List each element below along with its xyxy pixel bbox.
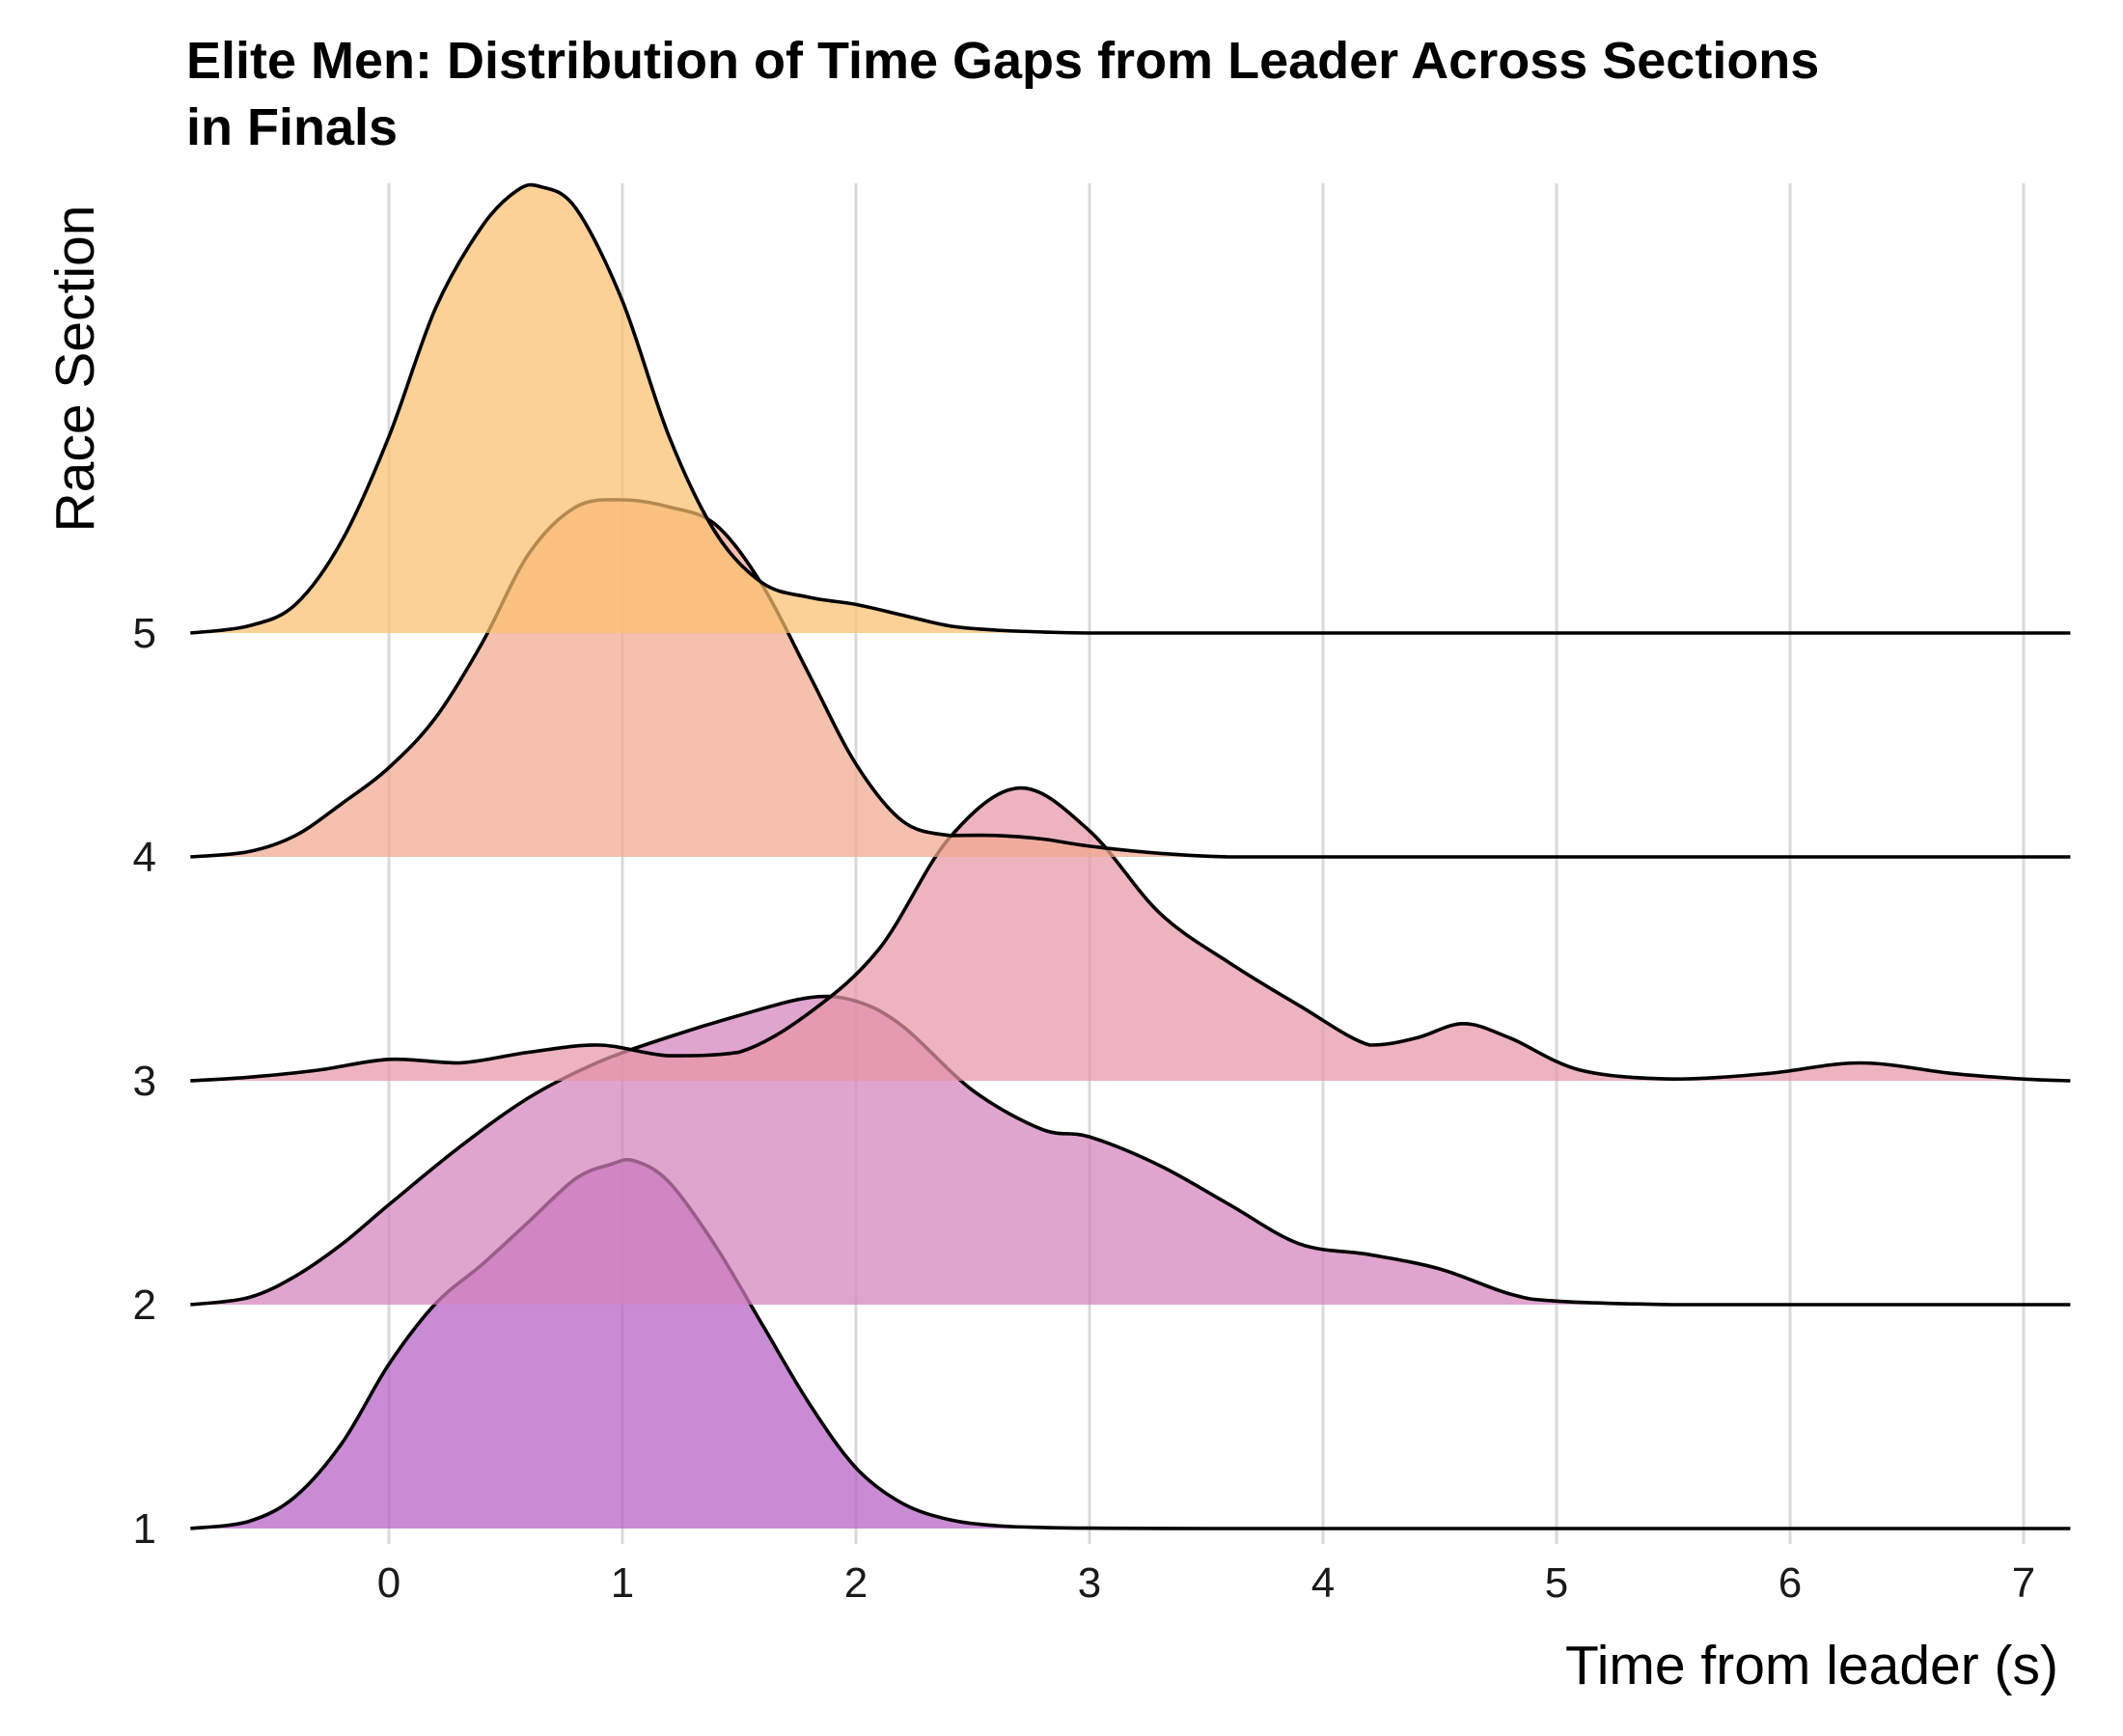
ridge-section-3	[190, 785, 2071, 1083]
y-tick-label: 2	[133, 1281, 156, 1329]
ridge-section-5	[190, 182, 2071, 635]
x-axis-tick-labels: 0 1 2 3 4 5 6 7	[377, 1559, 2035, 1607]
chart-title-line-1: Elite Men: Distribution of Time Gaps fro…	[186, 32, 1819, 90]
y-axis-tick-labels: 1 2 3 4 5	[133, 610, 156, 1553]
x-tick-label: 4	[1311, 1559, 1335, 1607]
ridge-fill-section-3	[190, 787, 2071, 1081]
ridge-series	[190, 182, 2071, 1530]
x-tick-label: 7	[2012, 1559, 2035, 1607]
y-axis-title: Race Section	[44, 205, 106, 532]
x-tick-label: 2	[844, 1559, 868, 1607]
x-tick-label: 0	[377, 1559, 400, 1607]
ridge-fill-section-5	[190, 184, 2071, 633]
y-tick-label: 5	[133, 610, 156, 657]
x-tick-label: 5	[1545, 1559, 1568, 1607]
x-tick-label: 1	[611, 1559, 634, 1607]
x-tick-label: 3	[1078, 1559, 1101, 1607]
chart-title-line-2: in Finals	[186, 98, 398, 156]
ridge-outline-section-4	[190, 498, 2071, 859]
ridge-outline-section-2	[190, 994, 2071, 1307]
y-tick-label: 1	[133, 1505, 156, 1553]
ridge-outline-section-3	[190, 785, 2071, 1083]
ridge-outline-section-1	[190, 1157, 2071, 1530]
x-axis-title: Time from leader (s)	[1565, 1635, 2058, 1696]
x-tick-label: 6	[1778, 1559, 1802, 1607]
ridge-outline-section-5	[190, 182, 2071, 635]
y-tick-label: 4	[133, 834, 156, 881]
y-tick-label: 3	[133, 1058, 156, 1105]
